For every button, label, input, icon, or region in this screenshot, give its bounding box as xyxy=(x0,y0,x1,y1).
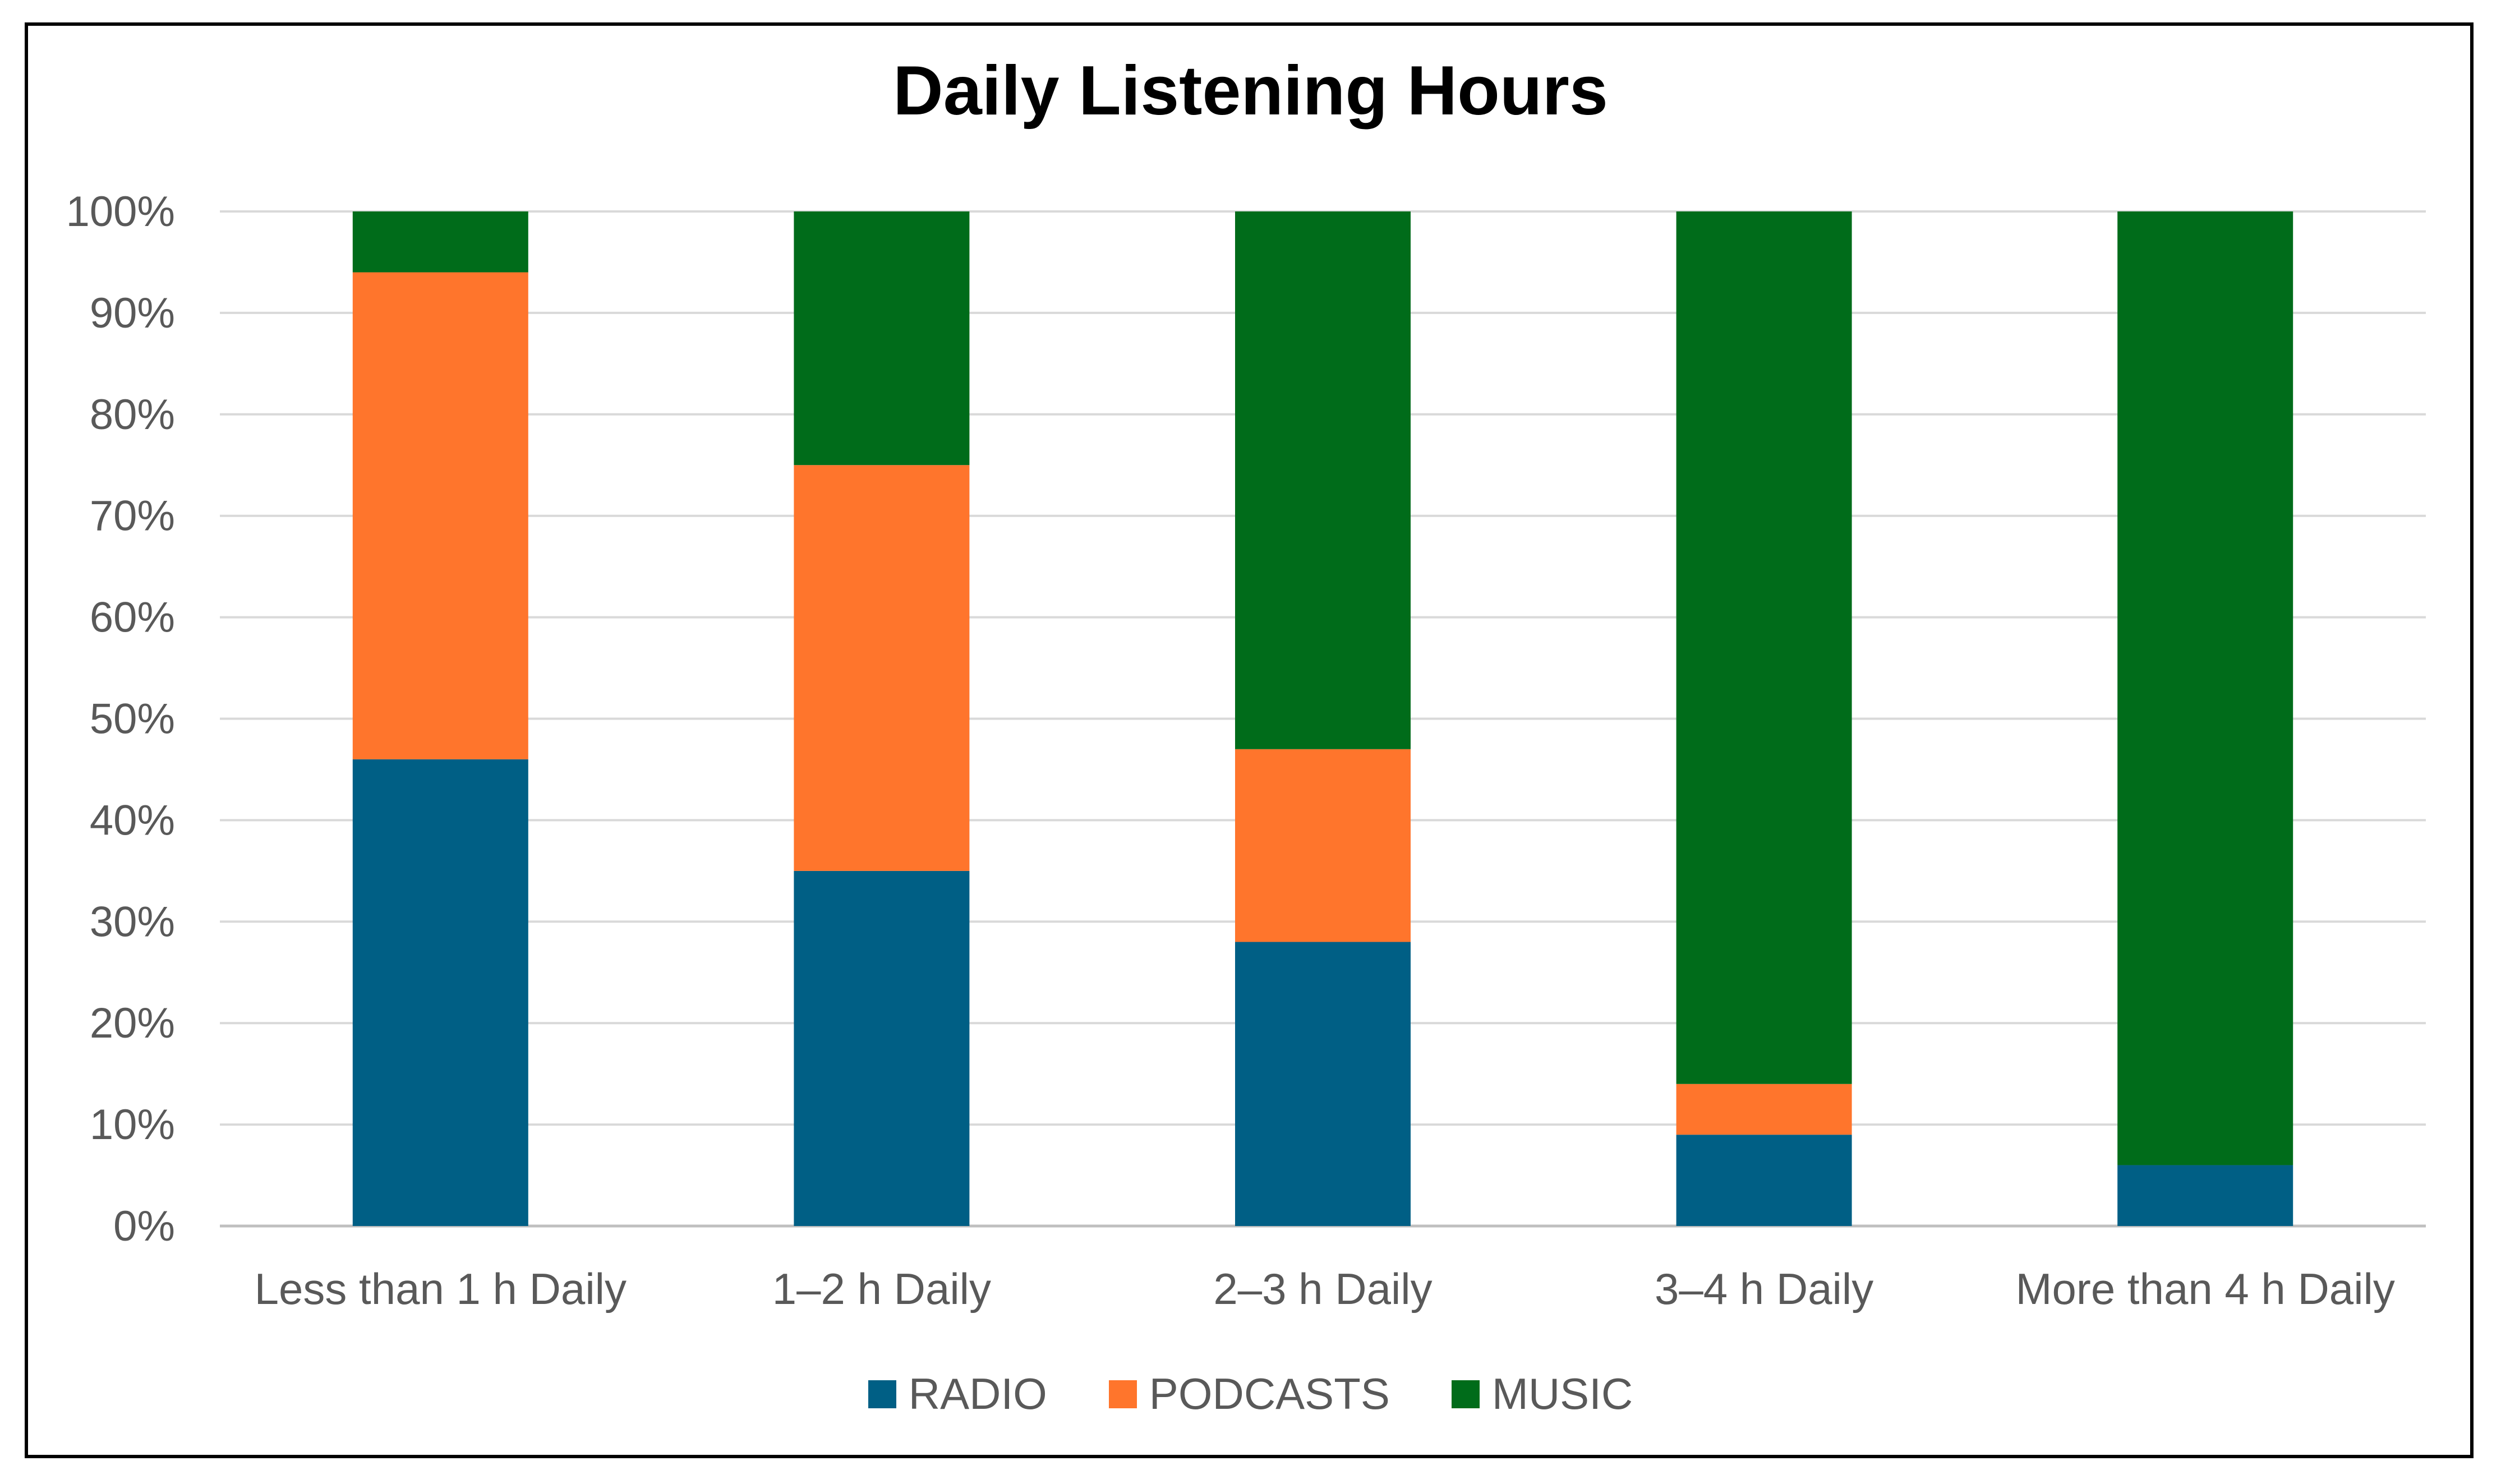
y-tick-label: 20% xyxy=(90,999,175,1047)
legend-swatch xyxy=(1108,1380,1137,1408)
x-category-label: Less than 1 h Daily xyxy=(255,1264,627,1314)
bar-music xyxy=(352,211,528,273)
bars xyxy=(352,211,2293,1226)
y-tick-label: 40% xyxy=(90,796,175,844)
x-category-label: 3–4 h Daily xyxy=(1655,1264,1873,1314)
x-axis-categories: Less than 1 h Daily 1–2 h Daily 2–3 h Dail… xyxy=(255,1264,2395,1314)
bar-podcasts xyxy=(1235,749,1411,942)
chart-title: Daily Listening Hours xyxy=(893,52,1608,130)
bar-music xyxy=(1676,211,1852,1084)
y-tick-label: 30% xyxy=(90,898,175,946)
bar-podcasts xyxy=(1676,1084,1852,1135)
legend-item-music: MUSIC xyxy=(1451,1368,1633,1420)
bar-radio xyxy=(352,759,528,1226)
legend-label: RADIO xyxy=(908,1369,1047,1418)
bar-radio xyxy=(1676,1135,1852,1226)
legend-label: PODCASTS xyxy=(1149,1369,1390,1418)
legend-swatch xyxy=(868,1380,896,1408)
legend-label: MUSIC xyxy=(1491,1369,1633,1418)
y-tick-label: 0% xyxy=(113,1202,175,1250)
bar-podcasts xyxy=(794,465,970,871)
legend-swatch xyxy=(1451,1380,1480,1408)
legend: RADIO PODCASTS MUSIC xyxy=(0,1368,2501,1420)
bar-radio xyxy=(794,870,970,1226)
bar-podcasts xyxy=(352,272,528,759)
bar-music xyxy=(2117,211,2293,1165)
bar-music xyxy=(794,211,970,466)
x-category-label: 2–3 h Daily xyxy=(1213,1264,1432,1314)
x-category-label: 1–2 h Daily xyxy=(772,1264,991,1314)
y-tick-label: 100% xyxy=(66,188,175,236)
y-tick-label: 80% xyxy=(90,391,175,439)
y-tick-label: 50% xyxy=(90,695,175,743)
y-tick-label: 60% xyxy=(90,594,175,642)
y-axis-ticks: 0% 10% 20% 30% 40% 50% 60% 70% 80% 90% 100% xyxy=(66,188,175,1250)
bar-radio xyxy=(1235,942,1411,1226)
y-tick-label: 70% xyxy=(90,492,175,540)
bar-music xyxy=(1235,211,1411,749)
y-tick-label: 90% xyxy=(90,289,175,337)
x-category-label: More than 4 h Daily xyxy=(2016,1264,2395,1314)
legend-item-radio: RADIO xyxy=(868,1368,1047,1420)
bar-radio xyxy=(2117,1165,2293,1226)
legend-item-podcasts: PODCASTS xyxy=(1108,1368,1390,1420)
y-tick-label: 10% xyxy=(90,1101,175,1149)
